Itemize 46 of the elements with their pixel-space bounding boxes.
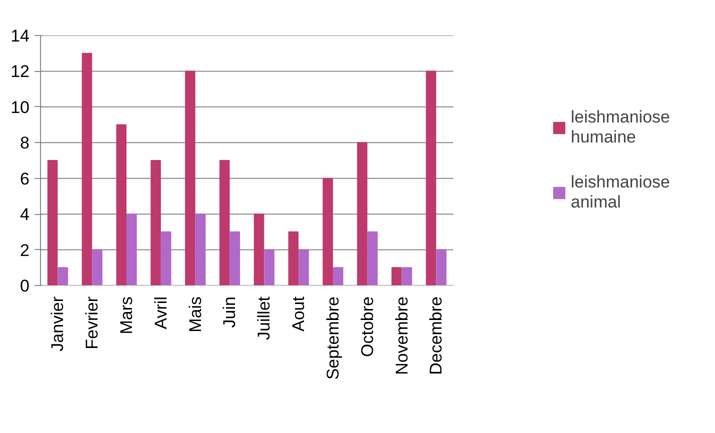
bar: [288, 231, 299, 286]
bar: [82, 52, 92, 286]
bar: [426, 70, 436, 286]
y-tick-label: 8: [20, 134, 30, 153]
bar: [402, 267, 412, 286]
bar: [58, 267, 68, 286]
y-tick-label: 10: [10, 98, 30, 117]
x-tick-label: Decembre: [426, 296, 446, 375]
x-tick-label: Fevrier: [82, 296, 102, 350]
bar: [391, 267, 402, 286]
y-tick-label: 0: [20, 276, 30, 296]
y-tick-label: 4: [20, 205, 30, 224]
bar: [126, 214, 137, 286]
bar: [367, 231, 378, 286]
x-tick-label: Avril: [151, 296, 170, 330]
x-tick-label: Mars: [117, 296, 136, 334]
bar: [264, 249, 274, 286]
bar: [150, 160, 161, 286]
bar: [47, 160, 58, 286]
bar: [219, 160, 230, 286]
x-tick-label: Juin: [220, 296, 240, 328]
bar: [357, 142, 368, 286]
x-tick-label: Janvier: [48, 296, 68, 352]
y-tick-label: 6: [20, 169, 30, 188]
y-tick-label: 14: [10, 26, 30, 46]
bar: [254, 214, 264, 286]
x-tick-label: Septembre: [323, 296, 342, 380]
bar: [185, 70, 196, 286]
x-tick-label: Novembre: [392, 296, 412, 375]
bar: [160, 231, 172, 286]
x-tick-label: Mais: [186, 296, 205, 332]
x-tick-label: Octobre: [358, 296, 377, 357]
y-tick-label: 2: [20, 240, 30, 260]
legend-label: leishmaniose humaine: [570, 108, 670, 148]
bar: [116, 124, 127, 286]
bar: [195, 214, 206, 286]
bar: [322, 178, 333, 286]
x-tick-label: Aout: [289, 296, 308, 332]
bar: [92, 249, 102, 286]
bar: [436, 249, 447, 286]
legend-label: leishmaniose animal: [570, 172, 670, 212]
y-tick-label: 12: [10, 62, 30, 82]
bar: [298, 249, 309, 286]
bar: [230, 231, 240, 286]
bar: [332, 267, 344, 286]
x-tick-label: Juillet: [254, 296, 274, 340]
